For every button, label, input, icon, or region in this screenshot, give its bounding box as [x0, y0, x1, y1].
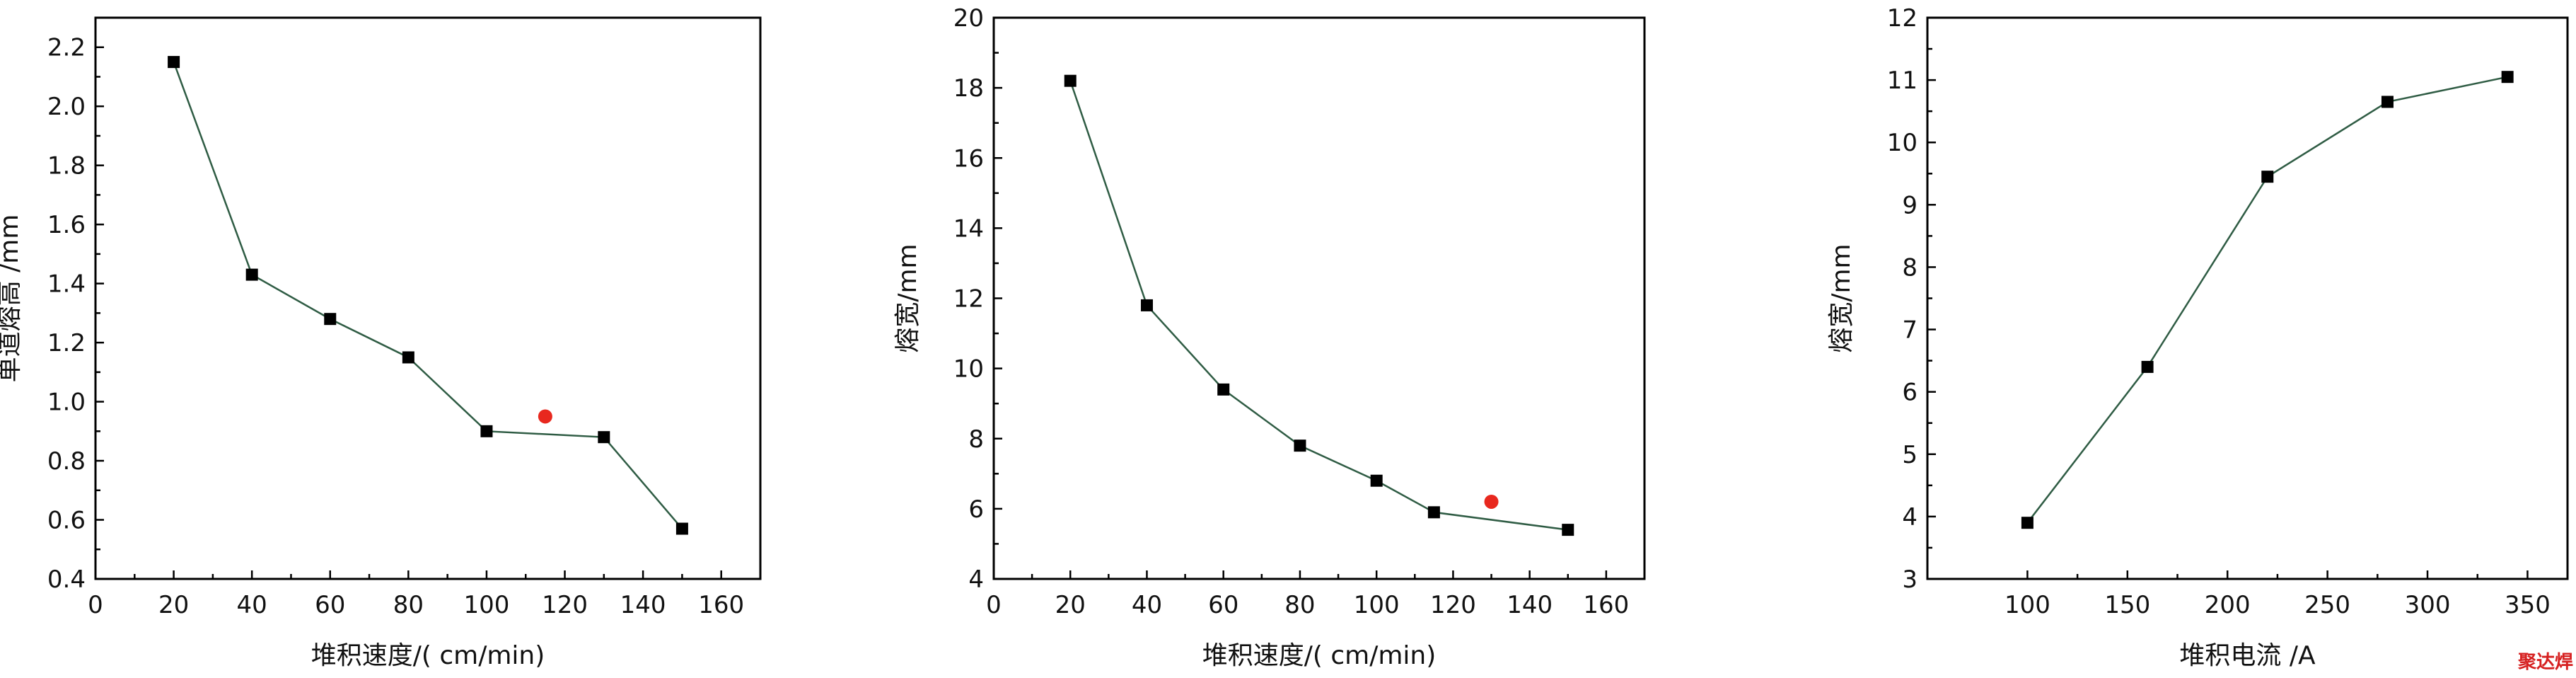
data-point [1427, 506, 1440, 519]
data-point [1064, 74, 1077, 87]
data-point [598, 431, 610, 444]
y-tick-label: 12 [1887, 4, 1918, 33]
y-tick-label: 0.4 [47, 565, 86, 594]
y-axis-title: 熔宽/mm [893, 243, 922, 352]
x-tick-label: 40 [237, 591, 267, 619]
x-axis-title: 堆积速度/( cm/min) [1202, 641, 1437, 670]
series-line [173, 62, 683, 529]
y-tick-label: 1.4 [47, 270, 86, 299]
data-point [1370, 474, 1383, 487]
x-tick-label: 0 [88, 591, 103, 619]
x-tick-label: 140 [620, 591, 666, 619]
x-tick-label: 150 [2104, 591, 2150, 619]
data-point [1294, 439, 1306, 452]
data-point [245, 268, 258, 281]
chart-2: 0 20 40 60 80 100 120 140 160 4 6 8 10 12 14 16 18 20 堆积速度… [893, 4, 1646, 670]
y-tick-label: 6 [1902, 379, 1918, 407]
y-tick-label: 1.8 [47, 152, 86, 180]
data-point [1217, 383, 1230, 396]
x-tick-label: 350 [2505, 591, 2551, 619]
x-tick-label: 20 [1055, 591, 1086, 619]
series-line [2026, 76, 2508, 524]
data-point [168, 56, 180, 69]
y-tick-label: 1.2 [47, 329, 86, 357]
y-tick-label: 0.8 [47, 447, 86, 476]
data-point [675, 522, 688, 535]
x-tick-label: 200 [2205, 591, 2251, 619]
x-tick-label: 20 [158, 591, 189, 619]
y-tick-label: 4 [1902, 503, 1918, 532]
x-tick-label: 300 [2405, 591, 2451, 619]
y-tick-label: 16 [953, 144, 984, 173]
data-point [2261, 171, 2274, 183]
y-tick-label: 6 [968, 495, 984, 524]
data-point [1140, 299, 1153, 311]
data-point [2381, 96, 2394, 108]
watermark-logo: 聚达焊 [2517, 652, 2573, 673]
y-tick-label: 9 [1902, 191, 1918, 219]
y-tick-label: 4 [968, 565, 984, 594]
y-tick-label: 20 [953, 4, 984, 33]
plot-frame [992, 16, 1646, 580]
x-tick-label: 60 [1208, 591, 1238, 619]
data-point [2021, 517, 2033, 529]
y-axis-title: 熔宽/mm [1827, 243, 1856, 352]
chart-3: 100 150 200 250 300 350 3 4 5 6 7 8 9 10 11 12 堆积电流 /A 熔宽… [1827, 4, 2569, 670]
y-tick-label: 5 [1902, 441, 1918, 469]
x-tick-label: 40 [1132, 591, 1162, 619]
chart-1: 0 20 40 60 80 100 120 140 160 0.4 0.6 0.8 1.0 1.2 1.4 1… [0, 16, 762, 670]
x-tick-label: 120 [542, 591, 588, 619]
x-tick-label: 160 [1583, 591, 1629, 619]
data-point [324, 313, 337, 326]
data-point [480, 425, 493, 437]
x-tick-label: 100 [1354, 591, 1400, 619]
y-tick-label: 8 [1902, 253, 1918, 282]
y-tick-label: 10 [953, 355, 984, 384]
highlight-point [1484, 494, 1499, 509]
x-tick-label: 100 [463, 591, 509, 619]
x-tick-label: 160 [698, 591, 744, 619]
y-tick-label: 0.6 [47, 507, 86, 535]
y-tick-label: 1.0 [47, 389, 86, 417]
x-axis-title: 堆积电流 /A [2179, 641, 2316, 670]
x-tick-label: 140 [1507, 591, 1553, 619]
y-tick-label: 2.2 [47, 34, 86, 62]
data-point [1562, 524, 1574, 536]
highlight-point [538, 409, 552, 424]
x-tick-label: 120 [1430, 591, 1476, 619]
x-axis-title: 堆积速度/( cm/min) [311, 641, 545, 670]
y-tick-label: 7 [1902, 316, 1918, 345]
y-tick-label: 12 [953, 285, 984, 314]
x-tick-label: 80 [393, 591, 424, 619]
x-tick-label: 100 [2004, 591, 2050, 619]
x-tick-label: 0 [986, 591, 1002, 619]
y-tick-label: 2.0 [47, 93, 86, 121]
y-tick-label: 8 [968, 425, 984, 454]
data-point [402, 351, 414, 364]
y-tick-label: 1.6 [47, 211, 86, 239]
plot-frame [94, 16, 762, 580]
data-point [2141, 360, 2154, 373]
x-tick-label: 250 [2304, 591, 2350, 619]
x-tick-label: 80 [1284, 591, 1315, 619]
y-tick-label: 11 [1887, 67, 1918, 95]
y-axis-title: 单道熔高 /mm [0, 214, 24, 383]
y-tick-label: 3 [1902, 565, 1918, 594]
y-tick-label: 14 [953, 214, 984, 243]
y-tick-label: 18 [953, 74, 984, 103]
y-tick-label: 10 [1887, 129, 1918, 157]
data-point [2501, 71, 2514, 84]
plot-frame [1926, 16, 2569, 580]
x-tick-label: 60 [315, 591, 345, 619]
